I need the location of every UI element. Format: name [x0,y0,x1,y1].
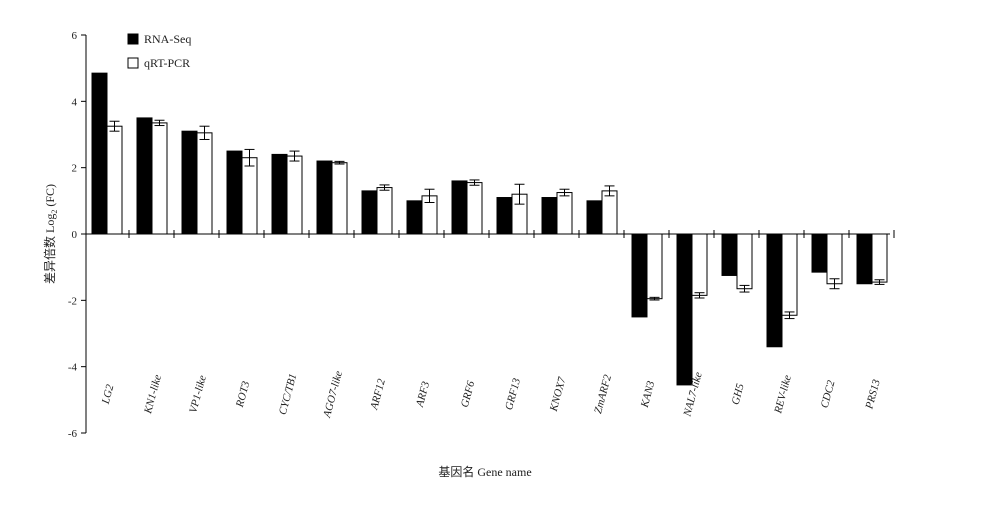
bar-rna-seq-grf13 [496,197,513,235]
bar-qrt-pcr-rev-like [781,233,798,316]
bar-rna-seq-ago7-like [316,160,333,235]
category-label-cyc-tb1: CYC/TB1 [277,372,300,416]
category-label-rot3: ROT3 [234,379,253,409]
bar-rna-seq-lg2 [91,72,108,235]
bar-rna-seq-rot3 [226,150,243,235]
y-tick-label: -6 [68,428,78,440]
y-tick-label: 4 [72,96,78,108]
bar-rna-seq-arf3 [406,200,423,235]
category-label-kan3: KAN3 [639,379,658,410]
category-label-arf3: ARF3 [414,380,433,409]
bar-qrt-pcr-zmarf2 [601,190,618,235]
bar-rna-seq-arf12 [361,190,378,235]
bar-qrt-pcr-cdc2 [826,233,843,285]
bar-rna-seq-cdc2 [811,233,828,273]
category-label-knox7: KNOX7 [548,375,569,413]
bar-qrt-pcr-kan3 [646,233,663,300]
legend: RNA-Seq qRT-PCR [127,32,191,70]
category-label-rev-like: REV-like [772,374,794,416]
category-label-kn1-like: KN1-like [142,373,164,416]
bar-qrt-pcr-lg2 [106,125,123,235]
bar-rna-seq-gh5 [721,233,738,276]
bar-qrt-pcr-prs13 [871,233,888,283]
y-axis-title-sub: 2 [50,210,59,214]
bar-rna-seq-cyc-tb1 [271,153,288,235]
bar-qrt-pcr-knox7 [556,192,573,235]
category-label-vp1-like: VP1-like [187,374,209,414]
category-label-grf13: GRF13 [503,377,523,412]
bar-rna-seq-nal7-like [676,233,693,386]
category-label-arf12: ARF12 [368,377,388,412]
category-label-prs13: PRS13 [863,378,883,411]
y-axis-title-suffix: (FC) [43,184,57,210]
bar-rna-seq-knox7 [541,197,558,235]
bar-rna-seq-kn1-like [136,117,153,235]
bar-qrt-pcr-gh5 [736,233,753,290]
bar-qrt-pcr-vp1-like [196,132,213,235]
bar-rna-seq-grf6 [451,180,468,235]
bar-qrt-pcr-nal7-like [691,233,708,296]
y-tick-label: 2 [72,163,78,175]
legend-label-qrt-pcr: qRT-PCR [144,56,190,70]
bar-qrt-pcr-rot3 [241,157,258,235]
x-axis-title: 基因名 Gene name [438,464,531,479]
y-tick-label: 0 [72,229,78,241]
bar-rna-seq-zmarf2 [586,200,603,235]
bar-qrt-pcr-ago7-like [331,162,348,235]
y-axis-title-cn: 差异倍数 [42,236,57,284]
legend-swatch-rna-seq [127,33,139,45]
bar-rna-seq-rev-like [766,233,783,348]
bar-rna-seq-prs13 [856,233,873,285]
bar-qrt-pcr-cyc-tb1 [286,155,303,235]
axes-group: 6 4 2 0 -2 -4 -6 [68,30,895,440]
bar-rna-seq-kan3 [631,233,648,318]
y-tick-label: -4 [68,362,78,374]
y-axis-title-en: Log [43,214,57,233]
bars-group [91,72,888,386]
category-label-zmarf2: ZmARF2 [592,373,614,415]
category-label-lg2: LG2 [100,383,117,406]
bar-qrt-pcr-kn1-like [151,122,168,235]
category-label-ago7-like: AGO7-like [321,370,345,420]
y-tick-label: -2 [68,295,77,307]
category-label-cdc2: CDC2 [819,379,838,410]
category-label-gh5: GH5 [730,382,747,406]
bar-qrt-pcr-arf12 [376,187,393,235]
legend-swatch-qrt-pcr [127,57,139,69]
y-axis-title: 差异倍数 Log2 (FC) [42,184,59,284]
category-labels: LG2 KN1-like VP1-like ROT3 CYC/TB1 AGO7-like A… [100,370,883,420]
bar-rna-seq-vp1-like [181,130,198,235]
category-label-grf6: GRF6 [459,379,478,409]
y-tick-label: 6 [72,30,78,42]
legend-label-rna-seq: RNA-Seq [144,32,191,46]
bar-qrt-pcr-grf6 [466,182,483,235]
